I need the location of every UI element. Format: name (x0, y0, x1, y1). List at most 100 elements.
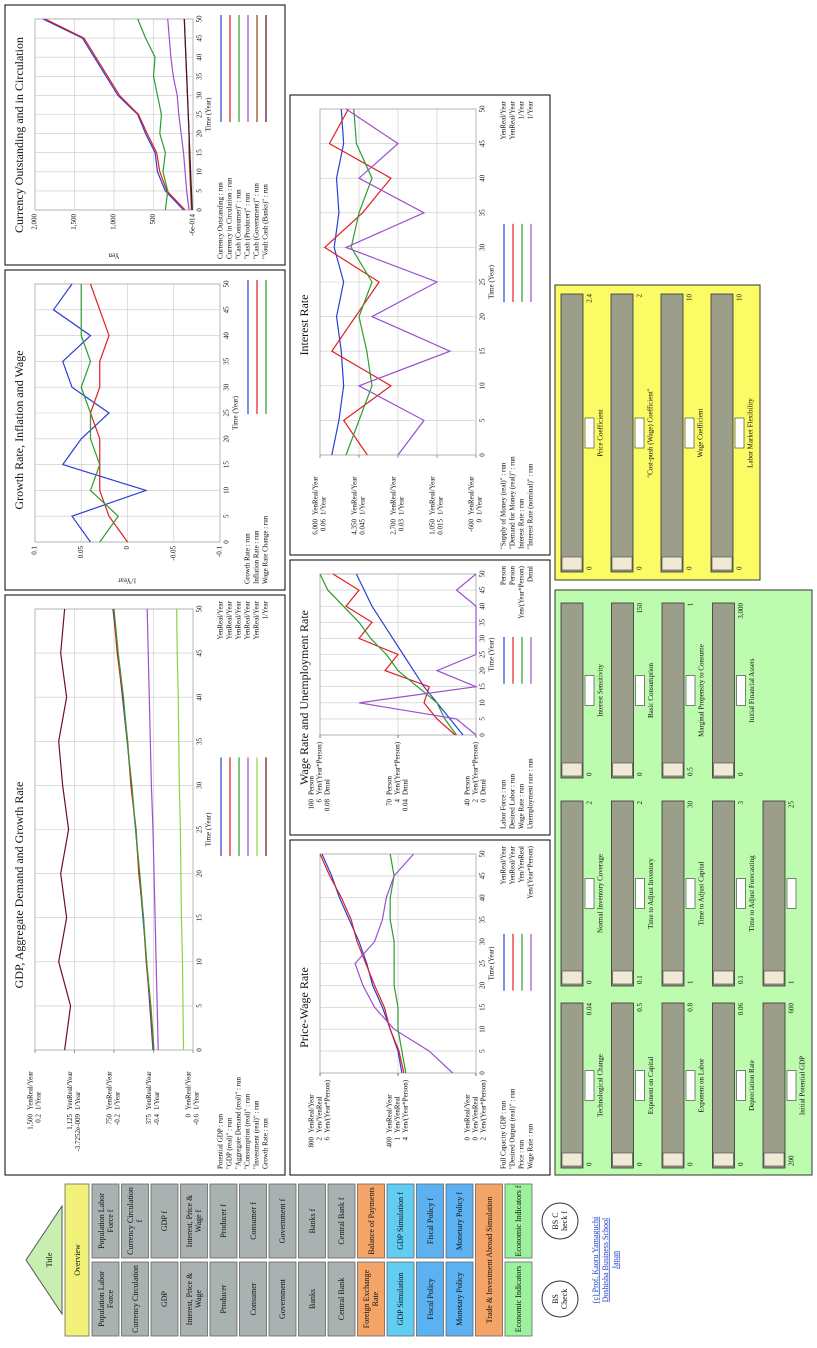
check-label[interactable]: BS Check (551, 1288, 569, 1310)
slider[interactable]: 0 0.8 Exponent on Labor (661, 1003, 706, 1169)
nav-button-label[interactable]: Trade & Investment Abroad Simulation (484, 1196, 494, 1324)
slider-value-box[interactable] (685, 1070, 696, 1101)
slider[interactable]: 0.5 1 Marginal Propensity to Consume (661, 603, 706, 779)
nav-button-label-box[interactable]: GDP f (151, 1184, 178, 1258)
nav-button[interactable]: GDP (150, 1261, 179, 1337)
slider-track[interactable] (560, 1002, 584, 1169)
nav-button-label-box[interactable]: Banks (299, 1262, 326, 1336)
slider[interactable]: 0 10 Labor Market Flexibility (710, 293, 755, 573)
slider[interactable]: 0 10 Wage Coefficient (660, 294, 705, 573)
nav-button-bg[interactable] (150, 1261, 179, 1337)
slider-track[interactable] (610, 293, 634, 573)
slider-thumb[interactable] (662, 762, 684, 777)
nav-button-bg[interactable] (416, 1261, 444, 1337)
slider[interactable]: 0 0.06 Depreciation Rate (712, 1002, 757, 1169)
nav-button[interactable]: Fiscal Policy (416, 1261, 444, 1337)
slider-value-box[interactable] (584, 878, 595, 909)
slider-track[interactable] (762, 1002, 786, 1169)
nav-button-label[interactable]: Government f (278, 1198, 287, 1244)
nav-button-label-box[interactable]: GDP Simulation (387, 1262, 414, 1336)
slider-min[interactable]: 0 (636, 1162, 644, 1166)
slider-label[interactable]: Labor Market Flexibility (747, 398, 755, 468)
nav-button[interactable]: Foreign Exchange Rate (357, 1261, 385, 1337)
slider-value-box[interactable] (685, 878, 696, 909)
slider[interactable]: 0.1 3 Time to Adjust Forecasting (712, 801, 757, 987)
nav-button-bg[interactable] (327, 1261, 356, 1337)
title-triangle[interactable] (25, 1204, 63, 1316)
nav-button-bg[interactable] (180, 1183, 208, 1259)
slider-min[interactable]: 1 (788, 980, 796, 984)
nav-button-label-box[interactable]: GDP (151, 1262, 178, 1336)
nav-button-label-box[interactable]: Currency Circulation f (122, 1184, 149, 1258)
slider-track[interactable] (710, 293, 734, 573)
slider-min[interactable]: 0 (586, 566, 594, 570)
slider-label[interactable]: Time to Adjust Forecasting (748, 855, 756, 932)
slider-label[interactable]: Initial Potential GDP (799, 1056, 807, 1115)
nav-button-label-box[interactable]: Population Labor Force f (92, 1184, 119, 1258)
slider-max[interactable]: 3,000 (737, 603, 745, 619)
slider-min[interactable]: 0 (736, 566, 744, 570)
slider-value-box[interactable] (634, 417, 645, 449)
slider-thumb[interactable] (612, 970, 633, 985)
slider[interactable]: 0 150 Basic Consumption (611, 603, 656, 779)
slider-value-box[interactable] (786, 1070, 797, 1101)
nav-button-label[interactable]: Population Labor Force f (96, 1193, 115, 1249)
nav-button-bg[interactable] (416, 1183, 444, 1259)
slider-thumb[interactable] (661, 556, 683, 571)
slider-track[interactable] (712, 1002, 735, 1169)
slider-thumb[interactable] (612, 1152, 633, 1167)
slider-thumb[interactable] (763, 970, 785, 985)
slider-max[interactable]: 10 (686, 294, 694, 302)
nav-button[interactable]: Government (268, 1261, 297, 1337)
slider[interactable]: 0 0.5 Exponent on Capital (611, 1002, 656, 1169)
nav-button-bg[interactable] (91, 1261, 120, 1337)
slider-thumb[interactable] (763, 1152, 785, 1167)
nav-button-bg[interactable] (327, 1183, 356, 1259)
check-label-box[interactable]: BS C heck f (548, 1207, 572, 1235)
slider-max[interactable]: 150 (636, 603, 644, 614)
nav-button-bg[interactable] (268, 1261, 297, 1337)
nav-button-label-box[interactable]: Monetary Policy (446, 1262, 473, 1336)
slider-thumb[interactable] (561, 762, 583, 777)
overview-button-bg[interactable] (64, 1183, 90, 1337)
slider-min[interactable]: 0.1 (636, 975, 644, 984)
slider-max[interactable]: 2 (636, 801, 644, 805)
slider-track[interactable] (611, 1002, 634, 1169)
slider-max[interactable]: 2 (586, 801, 594, 805)
slider-min[interactable]: 0 (586, 980, 594, 984)
nav-button-label[interactable]: Producer f (219, 1204, 228, 1238)
nav-button-bg[interactable] (386, 1183, 415, 1259)
slider-min[interactable]: 0 (737, 772, 745, 776)
nav-button-label[interactable]: Fiscal Policy (425, 1278, 435, 1320)
nav-button-label-box[interactable]: Central Bank (328, 1262, 355, 1336)
nav-button[interactable]: Central Bank (327, 1261, 356, 1337)
slider-value-box[interactable] (684, 417, 695, 449)
nav-button-label-box[interactable]: Currency Circulation (122, 1262, 149, 1336)
slider-label[interactable]: Technological Change (597, 1054, 605, 1117)
nav-button-label-box[interactable]: Producer f (210, 1184, 237, 1258)
slider-label[interactable]: "Cost-push (Wage) Coefficient" (647, 388, 655, 478)
slider-max[interactable]: 30 (687, 801, 695, 809)
credit-link[interactable]: Japan (611, 1251, 620, 1269)
nav-button-label[interactable]: Balance of Payments (366, 1187, 376, 1255)
slider-track[interactable] (611, 800, 634, 987)
slider-label[interactable]: Depreciation Rate (748, 1060, 756, 1111)
nav-button-label[interactable]: Producer (219, 1284, 228, 1314)
slider-value-box[interactable] (734, 417, 745, 449)
nav-button-bg[interactable] (239, 1183, 267, 1259)
slider[interactable]: 0 Interest Sensitivity (560, 602, 605, 779)
nav-button-label-box[interactable]: Trade & Investment Abroad Simulation (476, 1184, 503, 1336)
slider[interactable]: 1 25 (762, 801, 797, 987)
slider-track[interactable] (560, 602, 584, 779)
nav-button-label[interactable]: Economic Indicators f (514, 1185, 523, 1257)
nav-button[interactable]: Balance of Payments (357, 1183, 385, 1259)
check-label[interactable]: BS C heck f (551, 1211, 569, 1231)
slider-label[interactable]: Time to Adjust Inventory (647, 858, 655, 929)
slider-thumb[interactable] (561, 970, 583, 985)
slider-track[interactable] (661, 800, 685, 987)
nav-button-label[interactable]: Government (278, 1279, 287, 1319)
nav-button-label[interactable]: Economic Indicators (514, 1265, 523, 1333)
overview-button[interactable]: Overview (64, 1183, 90, 1337)
slider-min[interactable]: 0 (636, 772, 644, 776)
nav-button-bg[interactable] (386, 1261, 415, 1337)
